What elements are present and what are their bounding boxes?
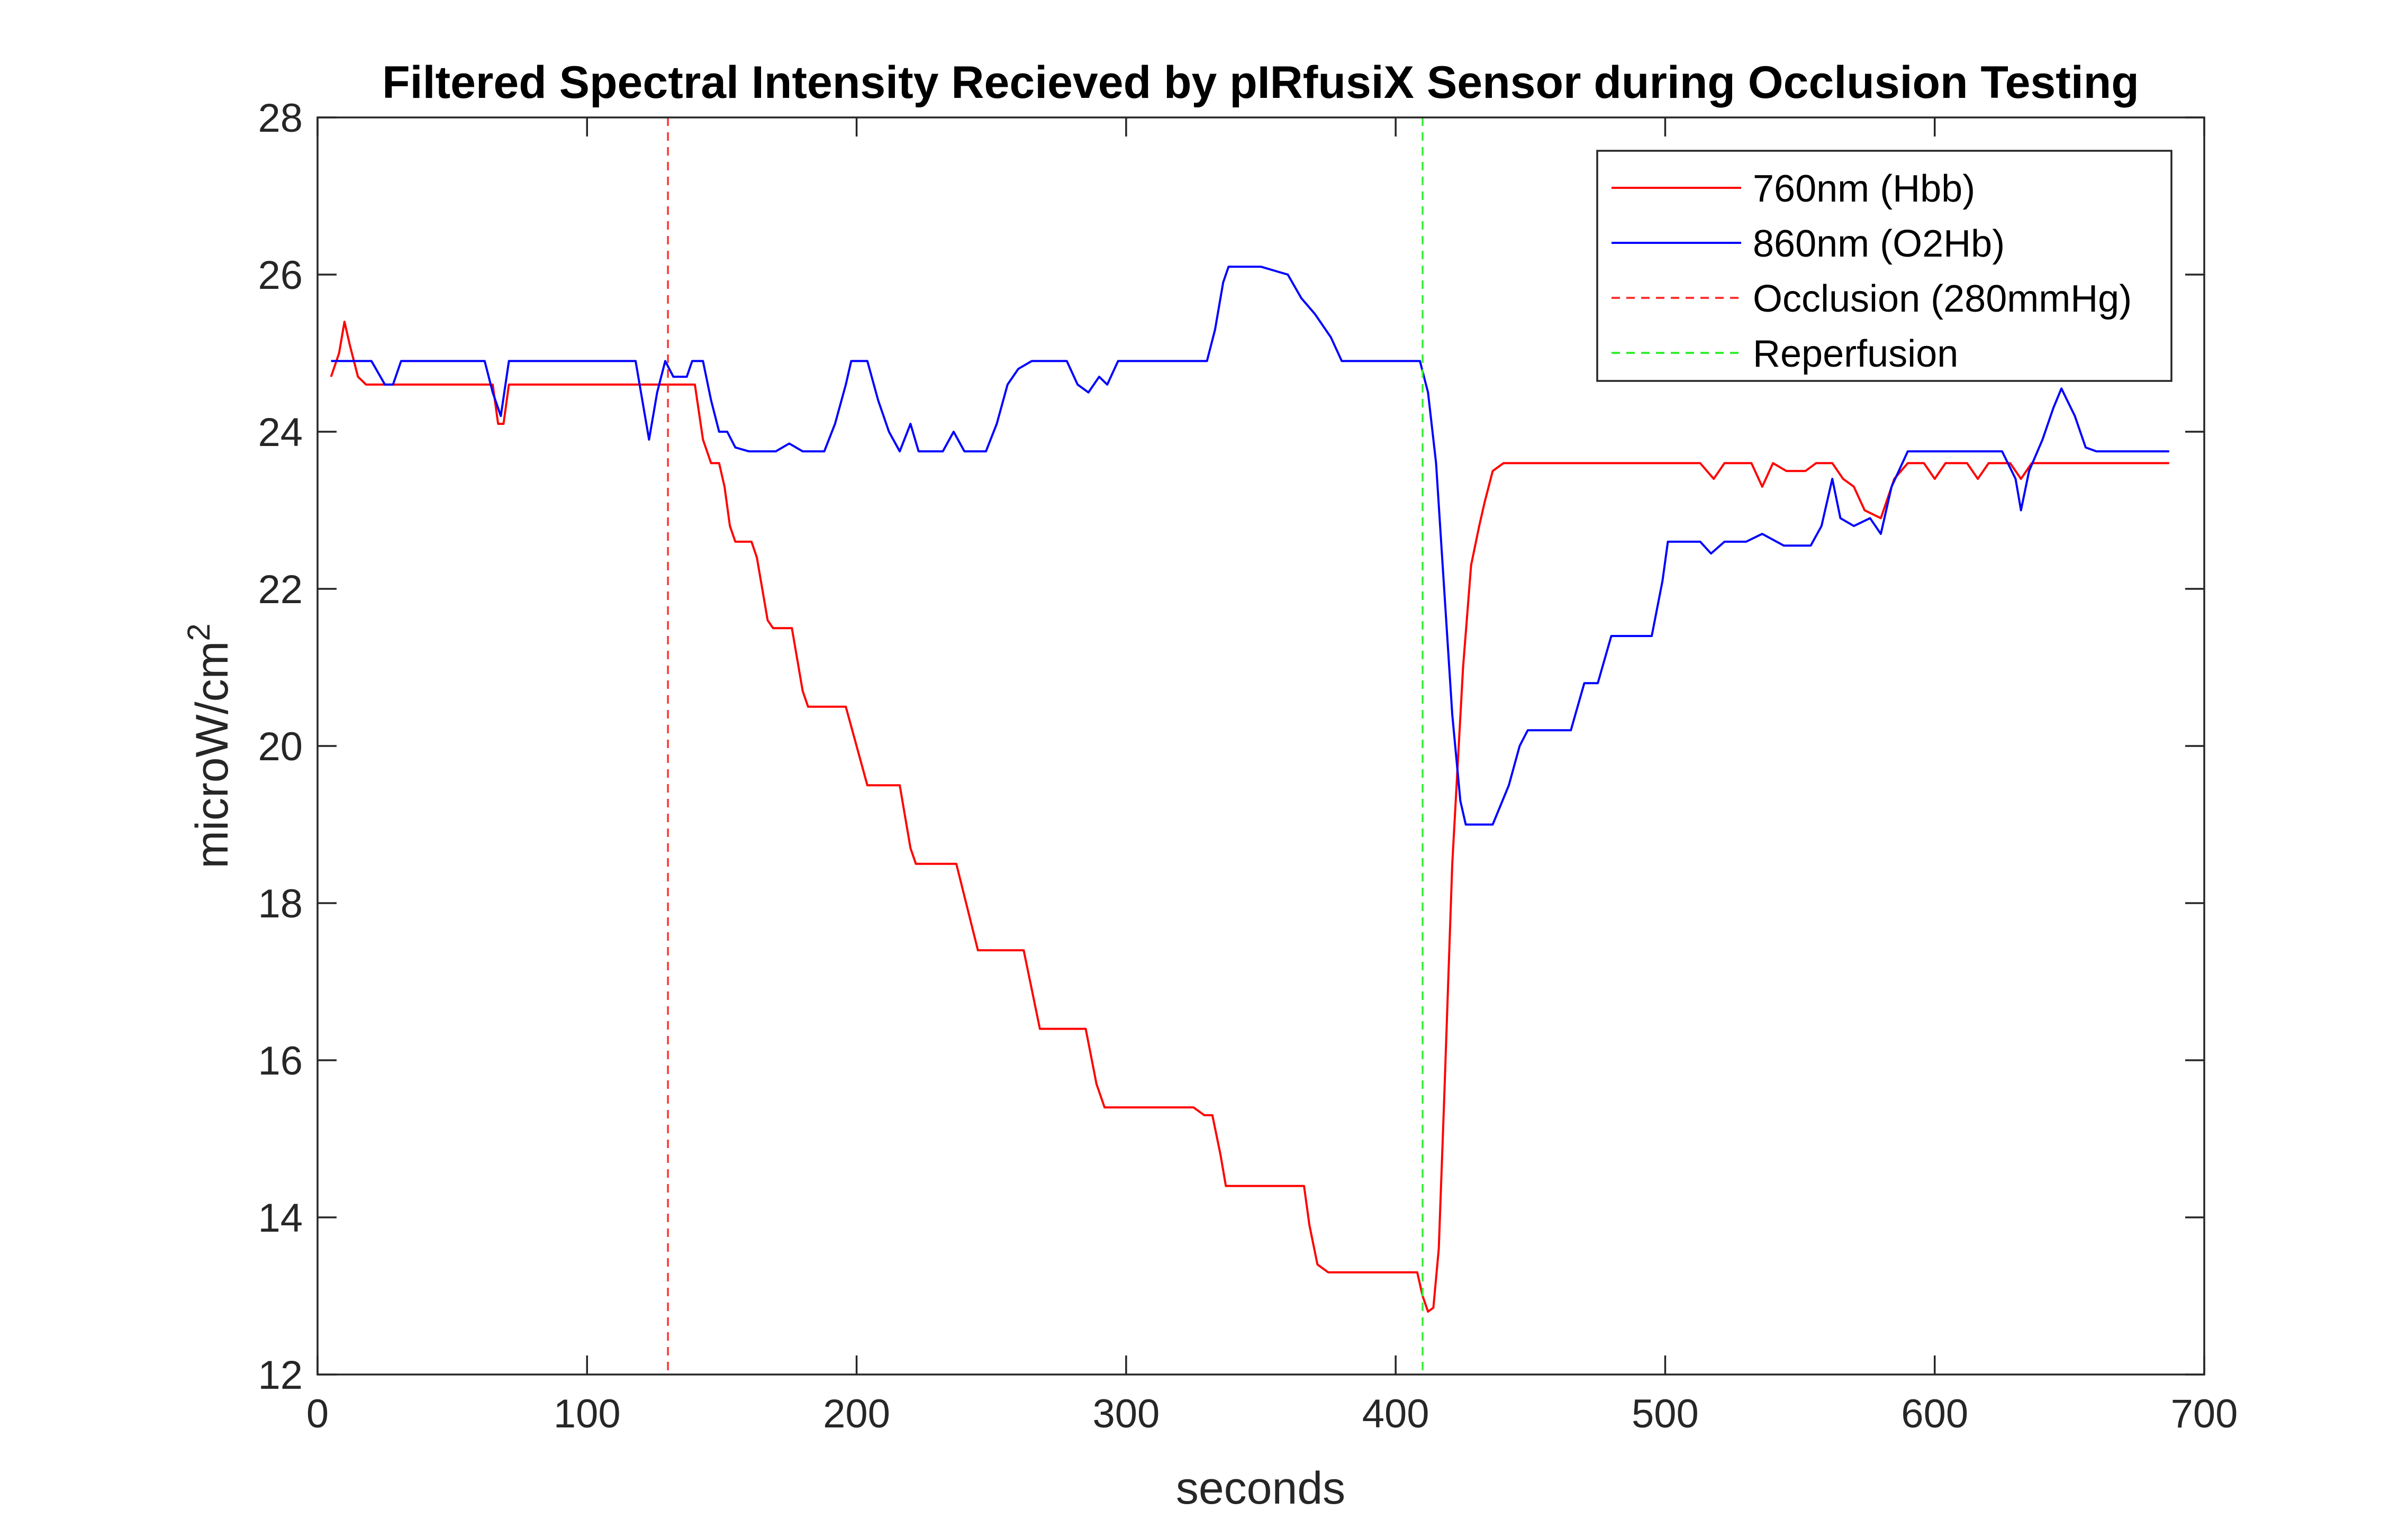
series-layer xyxy=(330,117,2169,1375)
legend-label-3: Reperfusion xyxy=(1753,333,1958,375)
y-tick-label: 24 xyxy=(258,410,303,455)
x-tick-label: 600 xyxy=(1901,1391,1968,1436)
y-tick-label: 20 xyxy=(258,724,303,769)
x-tick-label: 700 xyxy=(2171,1391,2238,1436)
x-tick-label: 0 xyxy=(306,1391,329,1436)
y-tick-label: 28 xyxy=(258,96,303,141)
series-line-0 xyxy=(330,321,2169,1313)
legend-label-1: 860nm (O2Hb) xyxy=(1753,223,2005,265)
legend-box xyxy=(1596,150,2172,382)
ticks-layer: 0 100 200 300 400 500 600 700 12 14 16 18 20 22 24 26 28 xyxy=(258,96,2238,1436)
plot-frame xyxy=(316,116,2205,1376)
legend-label-2: Occlusion (280mmHg) xyxy=(1753,278,2132,320)
y-tick-label: 26 xyxy=(258,253,303,298)
legend-label-0: 760nm (Hbb) xyxy=(1753,168,1975,210)
y-axis-label-superscript: 2 xyxy=(181,623,216,641)
y-tick-label: 18 xyxy=(258,881,303,926)
y-axis-label: microW/cm2 xyxy=(181,623,238,868)
y-tick-label: 14 xyxy=(258,1196,303,1241)
y-tick-label: 22 xyxy=(258,567,303,612)
x-tick-label: 300 xyxy=(1092,1391,1160,1436)
x-tick-label: 400 xyxy=(1362,1391,1429,1436)
legend: 760nm (Hbb) 860nm (O2Hb) Occlusion (280mmH… xyxy=(1596,150,2172,382)
x-axis-label: seconds xyxy=(1176,1463,1345,1514)
y-axis-label-base: microW/cm xyxy=(187,641,238,869)
x-tick-label: 500 xyxy=(1632,1391,1699,1436)
y-tick-label: 12 xyxy=(258,1353,303,1398)
y-tick-label: 16 xyxy=(258,1039,303,1084)
chart-title: Filtered Spectral Intensity Recieved by … xyxy=(382,57,2139,108)
x-tick-label: 100 xyxy=(554,1391,621,1436)
x-tick-label: 200 xyxy=(823,1391,890,1436)
series-line-1 xyxy=(331,266,2169,826)
